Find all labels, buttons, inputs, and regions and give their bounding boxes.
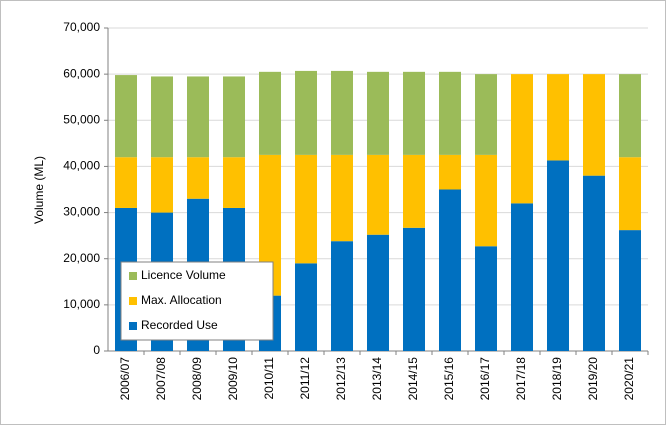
bar-segment — [115, 75, 137, 158]
bar-segment — [295, 70, 317, 155]
bar-segment — [295, 263, 317, 351]
x-tick-label: 2009/10 — [226, 357, 240, 401]
bar-segment — [511, 203, 533, 351]
bar-segment — [583, 175, 605, 351]
bar-segment — [187, 76, 209, 158]
bar-segment — [619, 230, 641, 351]
x-tick-label: 2018/19 — [550, 357, 564, 401]
bar-segment — [403, 227, 425, 351]
y-tick-label: 20,000 — [63, 251, 100, 265]
bar-segment — [475, 154, 497, 247]
bar-segment — [151, 157, 173, 213]
bar-segment — [331, 70, 353, 155]
legend-box — [120, 261, 274, 341]
x-tick-label: 2015/16 — [442, 357, 456, 401]
bar-segment — [475, 246, 497, 351]
y-tick-label: 70,000 — [63, 20, 100, 34]
y-axis-label: Volume (ML) — [32, 156, 46, 224]
bar-segment — [583, 74, 605, 176]
x-tick-label: 2013/14 — [370, 357, 384, 401]
y-tick-label: 40,000 — [63, 159, 100, 173]
bar-segment — [331, 154, 353, 242]
x-tick-label: 2020/21 — [622, 357, 636, 401]
x-tick-label: 2006/07 — [118, 357, 132, 401]
bar-segment — [547, 74, 569, 161]
bar-segment — [115, 157, 137, 208]
y-tick-label: 50,000 — [63, 112, 100, 126]
x-tick-label: 2019/20 — [586, 357, 600, 401]
bar-segment — [223, 157, 245, 208]
bar-segment — [295, 154, 317, 264]
bar-segment — [331, 241, 353, 351]
legend-label: Licence Volume — [141, 268, 226, 282]
bar-segment — [151, 76, 173, 158]
bar-segment — [439, 71, 461, 155]
y-tick-label: 30,000 — [63, 205, 100, 219]
y-tick-label: 0 — [93, 343, 100, 357]
x-tick-label: 2012/13 — [334, 357, 348, 401]
bar-segment — [403, 71, 425, 155]
legend-label: Max. Allocation — [141, 293, 222, 307]
bar-segment — [367, 71, 389, 155]
x-tick-label: 2016/17 — [478, 357, 492, 401]
legend-label: Recorded Use — [141, 318, 218, 332]
bar-segment — [547, 160, 569, 351]
x-tick-label: 2017/18 — [514, 357, 528, 401]
bar-segment — [403, 154, 425, 228]
x-tick-label: 2007/08 — [154, 357, 168, 401]
legend-swatch — [129, 297, 137, 305]
bar-segment — [259, 71, 281, 155]
legend-swatch — [129, 272, 137, 280]
legend-swatch — [129, 322, 137, 330]
bar-segment — [439, 154, 461, 190]
bar-segment — [187, 157, 209, 199]
bar-segment — [511, 74, 533, 204]
bar-segment — [619, 74, 641, 158]
x-tick-label: 2008/09 — [190, 357, 204, 401]
bar-segment — [367, 234, 389, 351]
x-tick-label: 2010/11 — [262, 357, 276, 400]
bar-segment — [259, 154, 281, 296]
bar-segment — [619, 157, 641, 231]
bar-segment — [367, 154, 389, 235]
bar-segment — [223, 76, 245, 158]
y-tick-label: 10,000 — [63, 297, 100, 311]
y-tick-label: 60,000 — [63, 66, 100, 80]
x-tick-label: 2014/15 — [406, 357, 420, 401]
bar-segment — [475, 74, 497, 155]
bar-segment — [439, 189, 461, 351]
x-tick-label: 2011/12 — [298, 357, 312, 400]
